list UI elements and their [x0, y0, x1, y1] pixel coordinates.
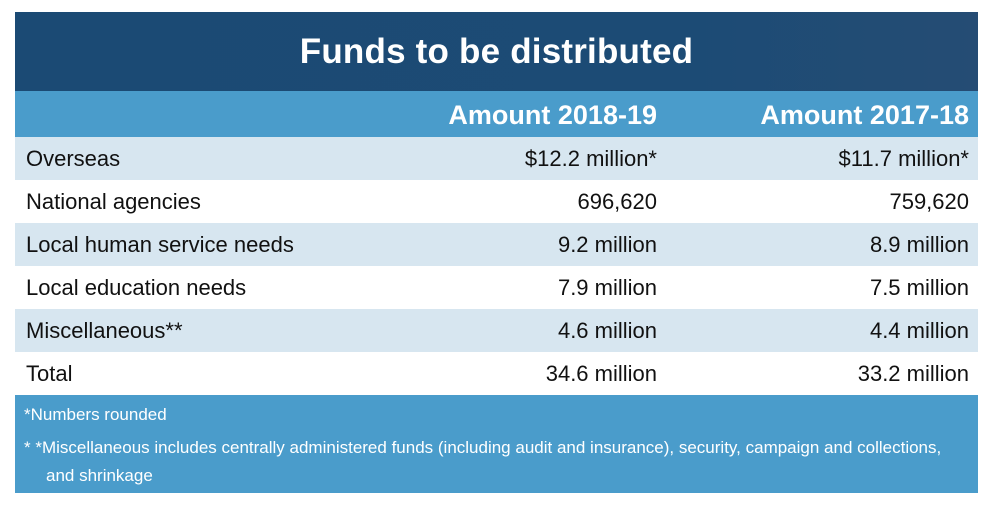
- column-header-2018-19: Amount 2018-19: [448, 100, 657, 130]
- row-label: National agencies: [26, 189, 201, 214]
- row-amount-2018-19: 696,620: [577, 189, 657, 214]
- footnote-rounded: *Numbers rounded: [24, 405, 167, 424]
- row-amount-2018-19: 9.2 million: [557, 232, 657, 257]
- row-amount-2017-18: 759,620: [889, 189, 969, 214]
- table-body: Overseas $12.2 million* $11.7 million* N…: [15, 137, 978, 395]
- row-amount-2017-18: 7.5 million: [869, 275, 969, 300]
- table-row: Local education needs 7.9 million 7.5 mi…: [15, 266, 978, 309]
- table-title: Funds to be distributed: [15, 12, 978, 91]
- column-header-row: Amount 2018-19 Amount 2017-18: [15, 91, 978, 137]
- row-label: Total: [26, 361, 73, 386]
- footnotes: *Numbers rounded * *Miscellaneous includ…: [15, 395, 978, 493]
- row-label: Overseas: [26, 146, 121, 171]
- table-row: National agencies 696,620 759,620: [15, 180, 978, 223]
- row-amount-2018-19: $12.2 million*: [524, 146, 657, 171]
- table-row: Miscellaneous** 4.6 million 4.4 million: [15, 309, 978, 352]
- table-row-total: Total 34.6 million 33.2 million: [15, 352, 978, 395]
- row-amount-2018-19: 34.6 million: [545, 361, 657, 386]
- table-row: Local human service needs 9.2 million 8.…: [15, 223, 978, 266]
- row-amount-2017-18: 8.9 million: [869, 232, 969, 257]
- table-row: Overseas $12.2 million* $11.7 million*: [15, 137, 978, 180]
- row-amount-2018-19: 7.9 million: [557, 275, 657, 300]
- row-label: Miscellaneous**: [26, 318, 183, 343]
- row-amount-2018-19: 4.6 million: [557, 318, 657, 343]
- column-header-2017-18: Amount 2017-18: [760, 100, 969, 130]
- row-label: Local education needs: [26, 275, 247, 300]
- row-amount-2017-18: $11.7 million*: [838, 146, 969, 171]
- funds-table-panel: Funds to be distributed Amount 2018-19 A…: [15, 12, 978, 493]
- footnote-miscellaneous: * *Miscellaneous includes centrally admi…: [24, 438, 942, 485]
- row-label: Local human service needs: [26, 232, 294, 257]
- row-amount-2017-18: 33.2 million: [857, 361, 969, 386]
- row-amount-2017-18: 4.4 million: [869, 318, 969, 343]
